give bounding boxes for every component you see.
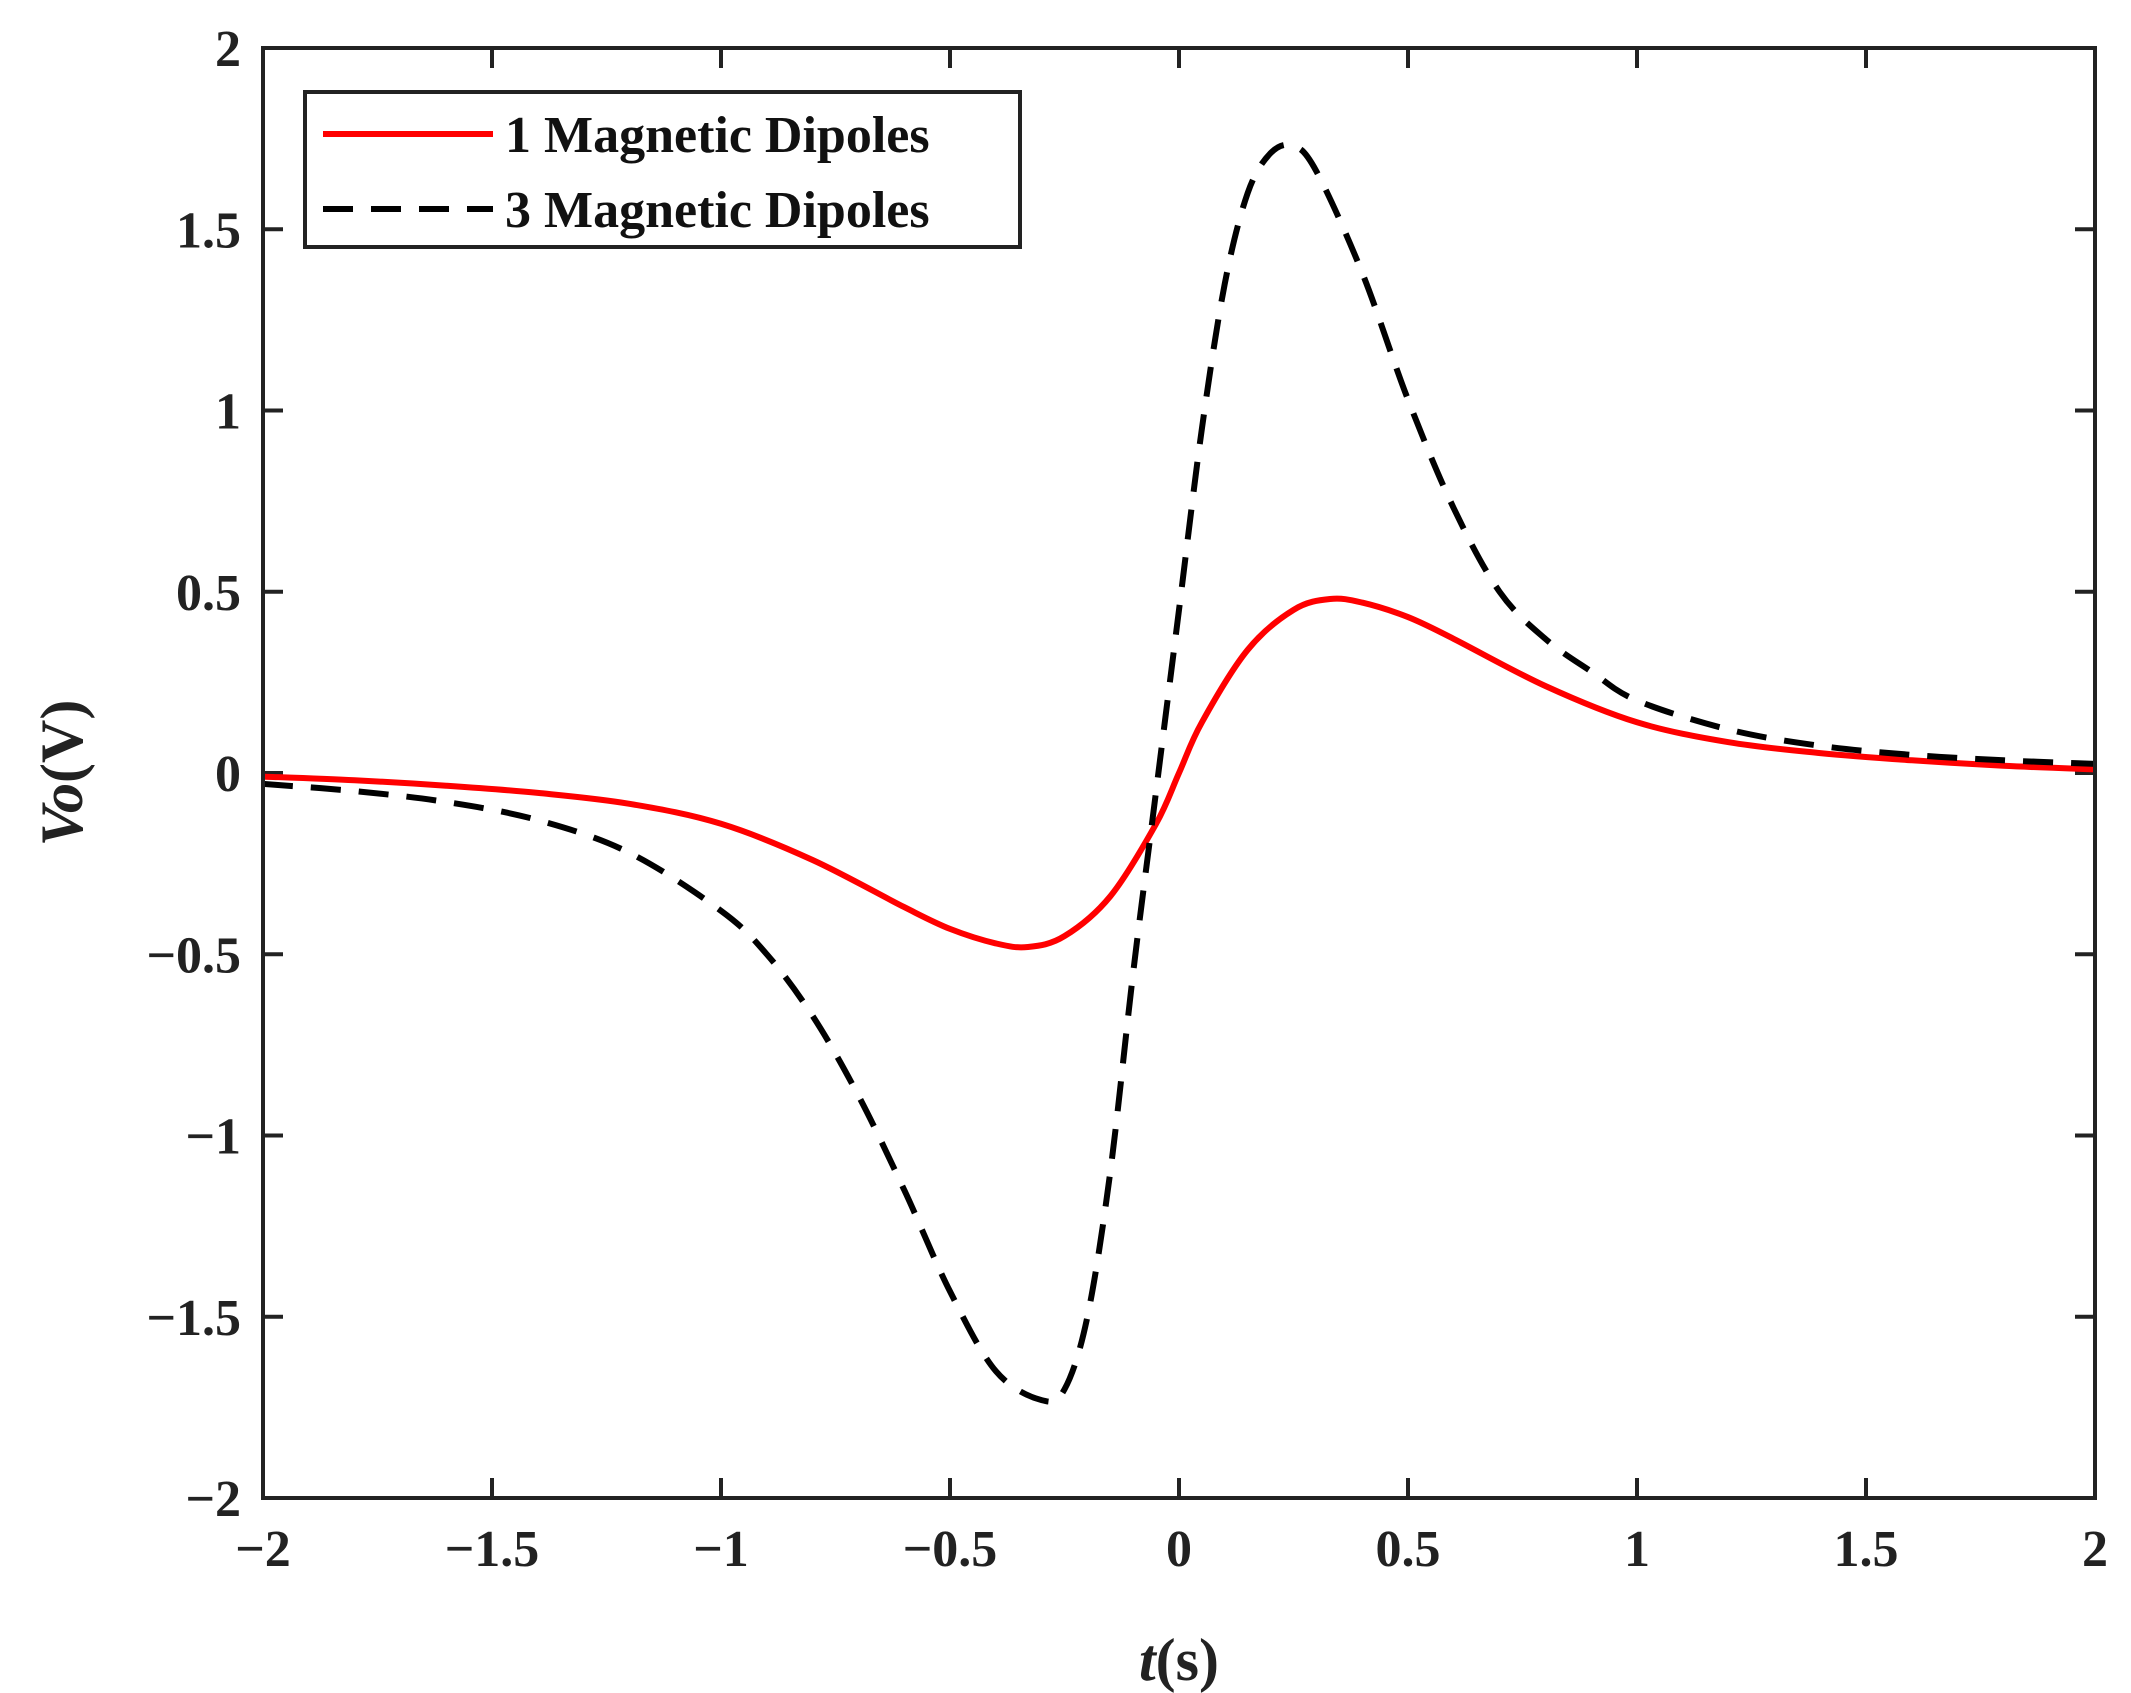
x-tick-label: 1.5	[1834, 1521, 1899, 1578]
y-axis-title: Vo(V)	[29, 700, 95, 847]
series-line-2	[263, 141, 2095, 1405]
plot-area-frame	[261, 46, 2097, 1500]
y-tick-label: 0	[215, 746, 241, 803]
y-axis-title-var: Vo	[29, 783, 95, 846]
series-layer	[263, 141, 2095, 1405]
ticks-layer: −2 −1.5 −1 −0.5 0 0.5 1 1.5 2 −2 −1.5 −1 −0.5 0 0.5 1 1.…	[146, 21, 2108, 1578]
y-tick-label: 2	[215, 21, 241, 78]
series-line-1	[263, 595, 2095, 951]
y-tick-label: −1	[185, 1109, 241, 1166]
y-tick-label: −0.5	[146, 927, 241, 984]
x-tick-label: −1.5	[445, 1521, 540, 1578]
legend-box	[303, 90, 1022, 249]
x-axis-title: t(s)	[1139, 1627, 1219, 1693]
y-tick-label: −1.5	[146, 1290, 241, 1347]
x-tick-label: 2	[2082, 1521, 2108, 1578]
legend-label-series-1: 1 Magnetic Dipoles	[505, 107, 930, 164]
y-axis-title-unit: (V)	[29, 700, 95, 783]
y-tick-label: −2	[185, 1471, 241, 1528]
x-tick-label: −0.5	[903, 1521, 998, 1578]
x-axis-title-var: t	[1139, 1627, 1158, 1693]
x-tick-label: 0.5	[1376, 1521, 1441, 1578]
legend: 1 Magnetic Dipoles 3 Magnetic Dipoles	[303, 90, 1022, 249]
y-tick-label: 1.5	[176, 202, 241, 259]
y-tick-label: 1	[215, 384, 241, 441]
x-tick-label: 0	[1166, 1521, 1192, 1578]
x-axis-title-unit: (s)	[1156, 1627, 1219, 1693]
x-tick-label: −1	[693, 1521, 749, 1578]
y-tick-label: 0.5	[176, 565, 241, 622]
x-tick-label: 1	[1624, 1521, 1650, 1578]
legend-label-series-2: 3 Magnetic Dipoles	[505, 182, 930, 239]
x-tick-label: −2	[235, 1521, 291, 1578]
